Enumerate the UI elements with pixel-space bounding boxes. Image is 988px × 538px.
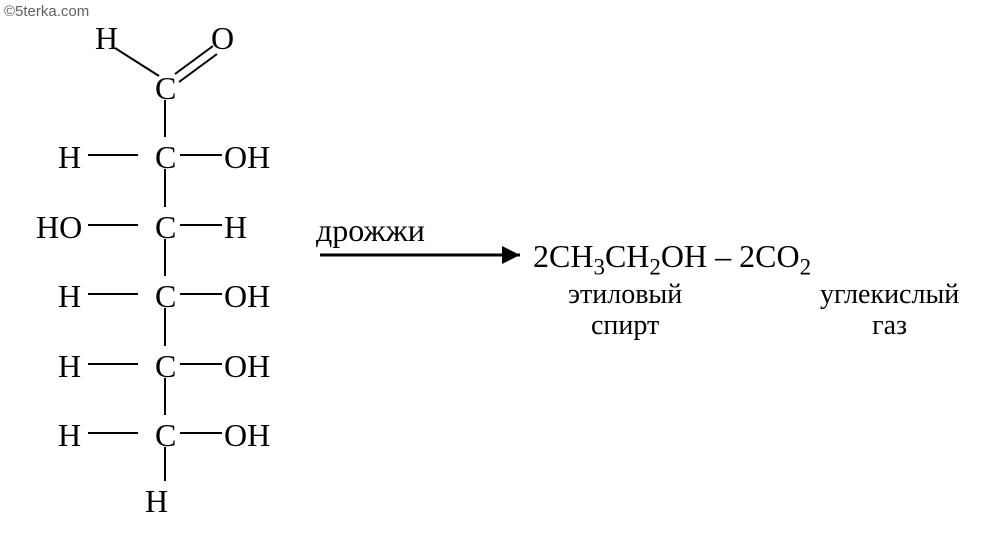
reaction-diagram: CHOCHOHCHOHCHOHCHOHCHOHH дрожжи 2CH3CH2O…: [0, 0, 988, 538]
co2-caption-line1: углекислый: [820, 279, 959, 310]
ethanol-caption: этиловый спирт: [568, 280, 682, 342]
reaction-arrow: [0, 0, 988, 538]
ethanol-caption-line1: этиловый: [568, 279, 682, 310]
arrow-condition-label: дрожжи: [316, 214, 425, 246]
co2-caption: углекислый газ: [820, 280, 959, 342]
co2-caption-line2: газ: [872, 310, 907, 341]
ethanol-caption-line2: спирт: [591, 310, 659, 341]
product-formula: 2CH3CH2OH – 2CO2: [533, 240, 811, 278]
